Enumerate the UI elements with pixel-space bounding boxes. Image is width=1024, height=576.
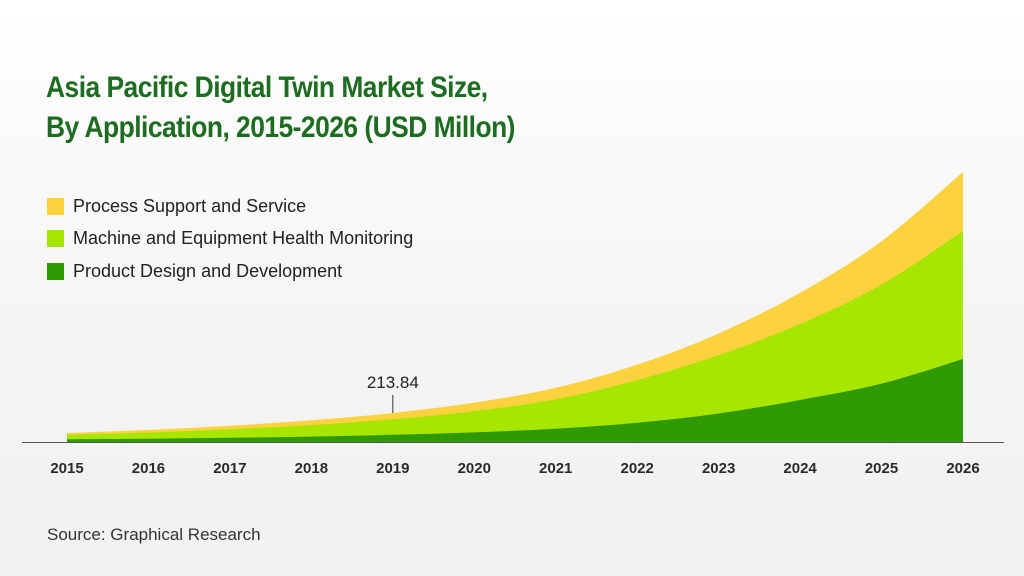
x-tick-label: 2021	[539, 460, 572, 477]
x-tick-label: 2016	[132, 460, 165, 477]
legend-swatch	[47, 197, 64, 215]
x-tick-label: 2025	[865, 460, 898, 477]
x-tick-label: 2017	[213, 460, 246, 477]
x-tick-label: 2026	[946, 460, 979, 477]
legend-swatch	[47, 230, 64, 248]
legend-swatch	[47, 262, 64, 280]
title-line-1: Asia Pacific Digital Twin Market Size,	[46, 71, 488, 104]
source-note: Source: Graphical Research	[47, 525, 261, 544]
x-tick-label: 2022	[620, 460, 653, 477]
x-tick-label: 2018	[295, 460, 328, 477]
legend-item-product-design: Product Design and Development	[47, 255, 413, 288]
chart-title: Asia Pacific Digital Twin Market Size, B…	[46, 68, 515, 148]
area-machine-and-equipment-health-monitoring	[67, 231, 963, 442]
x-tick-label: 2019	[376, 460, 409, 477]
x-tick-label: 2024	[783, 460, 817, 477]
data-label-annotation: 213.84	[367, 373, 419, 392]
x-tick-label: 2023	[702, 460, 735, 477]
legend-label: Product Design and Development	[73, 260, 343, 281]
x-tick-label: 2020	[458, 460, 491, 477]
legend: Process Support and Service Machine and …	[47, 190, 413, 288]
x-tick-label: 2015	[50, 460, 83, 477]
area-product-design-and-development	[67, 358, 963, 442]
legend-label: Machine and Equipment Health Monitoring	[73, 228, 414, 249]
legend-label: Process Support and Service	[73, 195, 307, 216]
legend-item-machine-health: Machine and Equipment Health Monitoring	[47, 223, 413, 256]
legend-item-process-support: Process Support and Service	[47, 190, 413, 223]
title-line-2: By Application, 2015-2026 (USD Millon)	[46, 111, 515, 144]
